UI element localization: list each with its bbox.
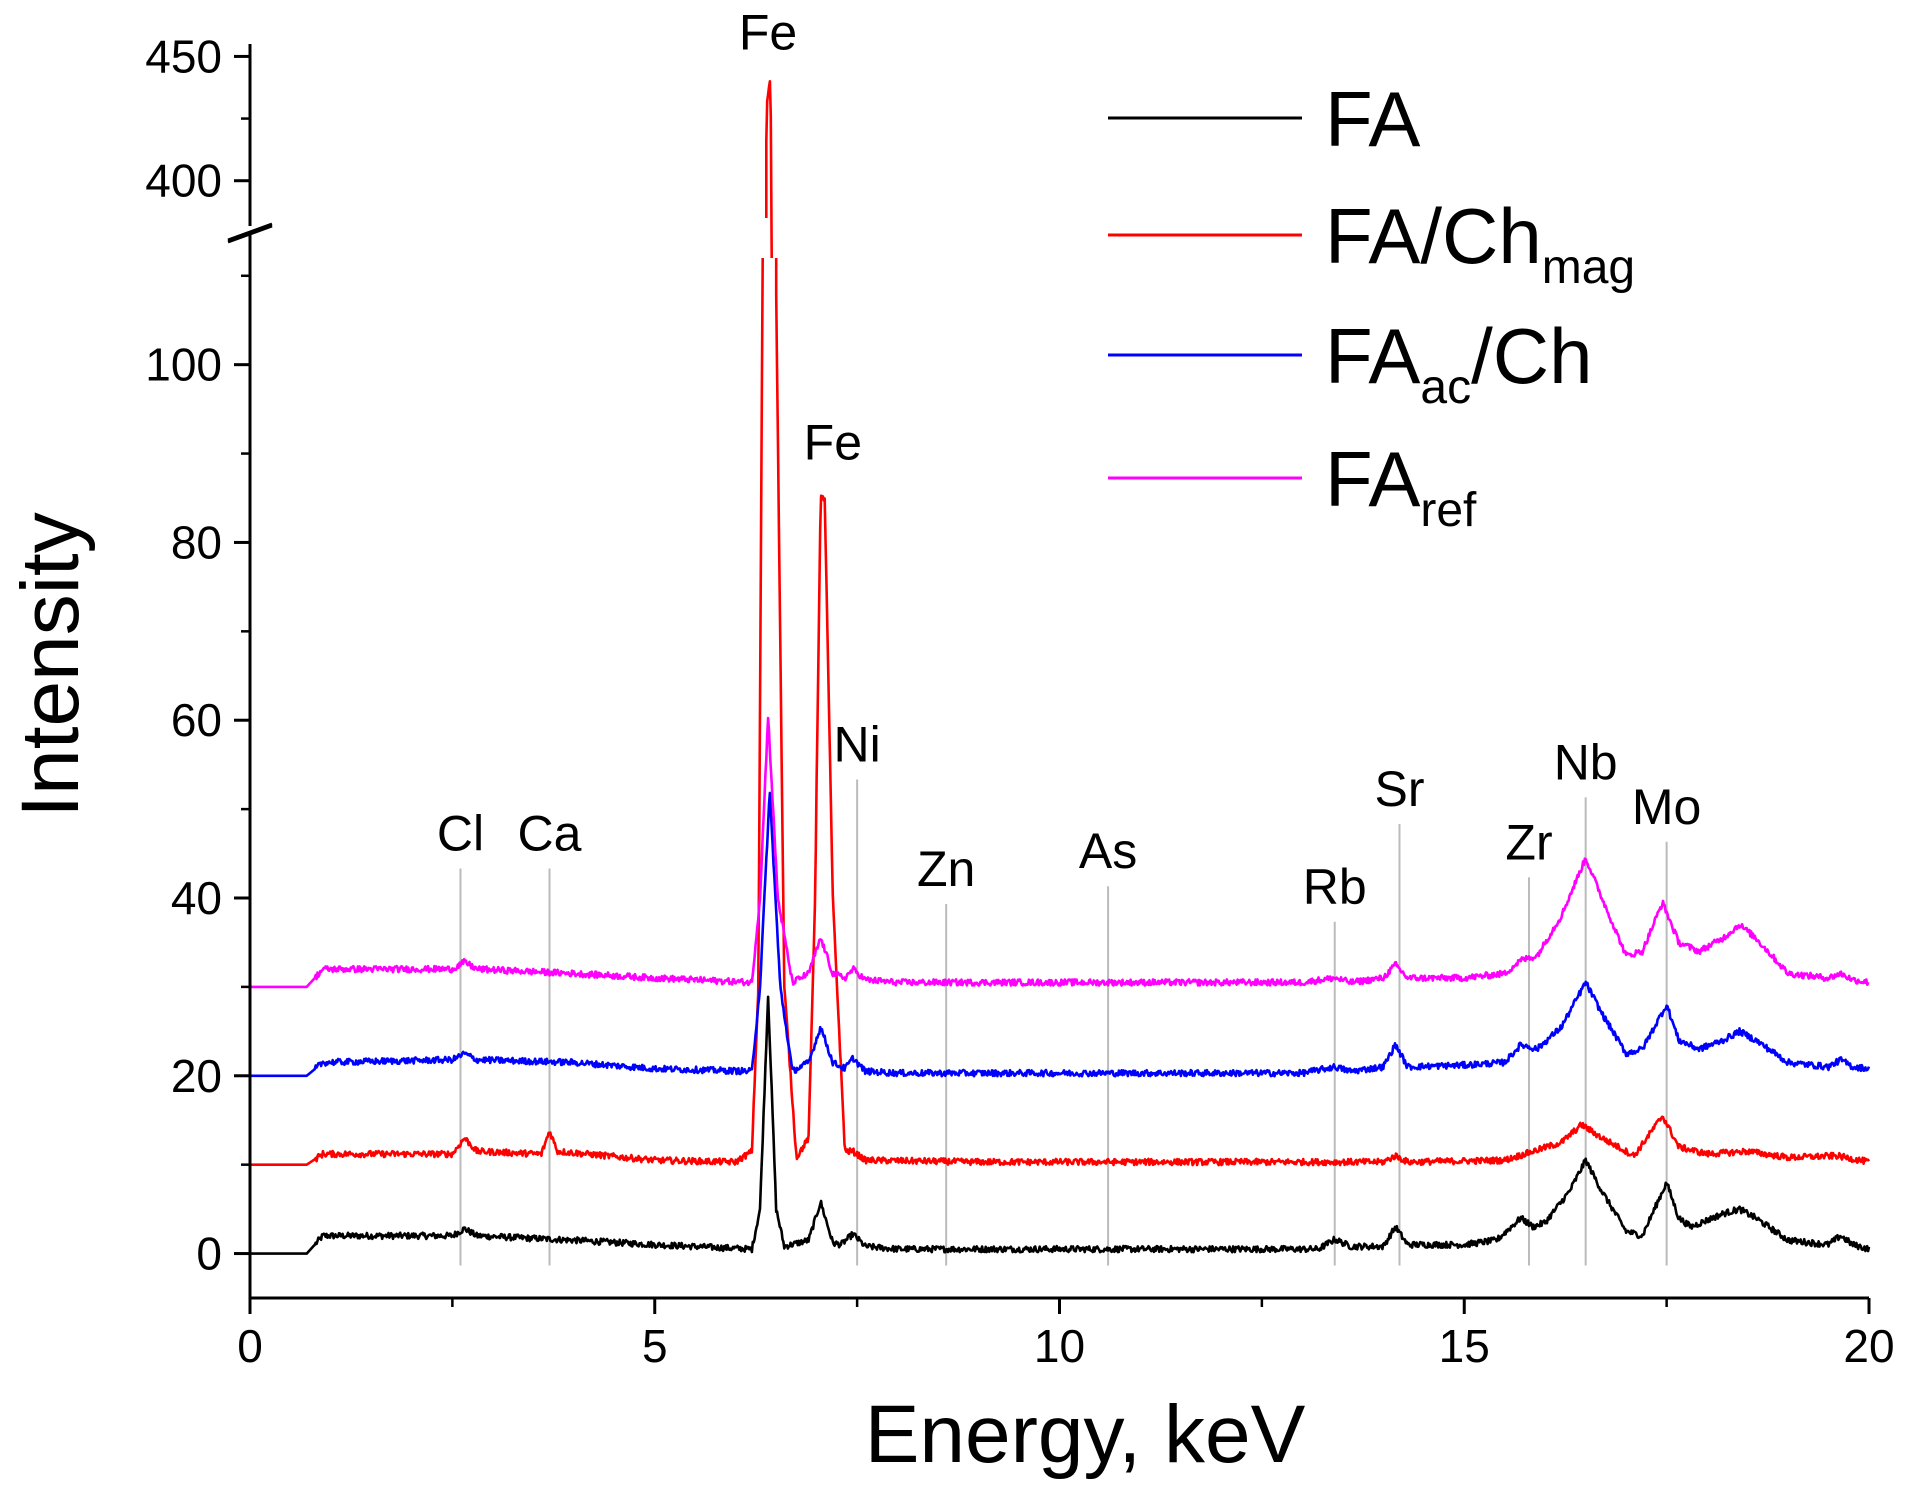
y-tick-label: 0 bbox=[196, 1228, 222, 1280]
legend-label-subscript: mag bbox=[1542, 241, 1635, 294]
axis-break-mark-upper bbox=[227, 224, 273, 244]
axes: 0 5 10 15 20 0 20 40 60 80 100 400 450 bbox=[145, 30, 1894, 1372]
y-axis-title: Intensity bbox=[5, 512, 96, 817]
y-tick-label: 400 bbox=[145, 155, 222, 207]
x-tick-label: 10 bbox=[1034, 1320, 1085, 1372]
element-label-ni: Ni bbox=[834, 717, 881, 773]
legend-label-suffix: /Ch bbox=[1471, 312, 1592, 400]
series-line-2 bbox=[249, 791, 1871, 1078]
x-tick-label: 20 bbox=[1843, 1320, 1894, 1372]
x-tick-label: 0 bbox=[237, 1320, 263, 1372]
y-tick-label: 80 bbox=[171, 516, 222, 568]
legend-label-subscript: ref bbox=[1420, 484, 1477, 537]
element-label-zn: Zn bbox=[917, 841, 975, 897]
element-label-mo: Mo bbox=[1632, 779, 1701, 835]
y-tick-label: 100 bbox=[145, 339, 222, 391]
legend-label-main: FA bbox=[1325, 312, 1420, 400]
legend-label-2: FAac/Ch bbox=[1325, 312, 1592, 414]
legend-label-subscript: ac bbox=[1420, 361, 1471, 414]
spectrum-series bbox=[249, 80, 1871, 1255]
legend-label-main: FA bbox=[1325, 435, 1420, 523]
element-label-zr: Zr bbox=[1505, 814, 1552, 870]
series-line-3 bbox=[249, 716, 1870, 989]
legend-label-1: FA/Chmag bbox=[1325, 192, 1635, 294]
legend-label-main: FA bbox=[1325, 75, 1420, 163]
element-label-nb: Nb bbox=[1554, 734, 1618, 790]
axis-break-mark-lower bbox=[227, 222, 273, 242]
element-label-fe: Fe bbox=[804, 414, 862, 470]
y-tick-label: 450 bbox=[145, 30, 222, 82]
x-tick-label: 15 bbox=[1439, 1320, 1490, 1372]
legend-label-3: FAref bbox=[1325, 435, 1477, 537]
x-tick-label: 5 bbox=[642, 1320, 668, 1372]
element-label-as: As bbox=[1079, 823, 1137, 879]
element-label-sr: Sr bbox=[1374, 761, 1424, 817]
element-label-cl: Cl bbox=[437, 805, 484, 861]
element-marker-lines bbox=[459, 779, 1668, 1266]
y-tick-label: 20 bbox=[171, 1050, 222, 1102]
element-label-ca: Ca bbox=[518, 805, 582, 861]
element-label-rb: Rb bbox=[1303, 859, 1367, 915]
y-tick-label: 40 bbox=[171, 872, 222, 924]
y-tick-label: 60 bbox=[171, 694, 222, 746]
element-label-fe: Fe bbox=[739, 4, 797, 60]
x-axis-title: Energy, keV bbox=[865, 1389, 1306, 1480]
legend-label-0: FA bbox=[1325, 75, 1420, 163]
legend-label-main: FA/Ch bbox=[1325, 192, 1542, 280]
series-line-0 bbox=[249, 995, 1871, 1255]
series-line-1 bbox=[249, 80, 1871, 1167]
